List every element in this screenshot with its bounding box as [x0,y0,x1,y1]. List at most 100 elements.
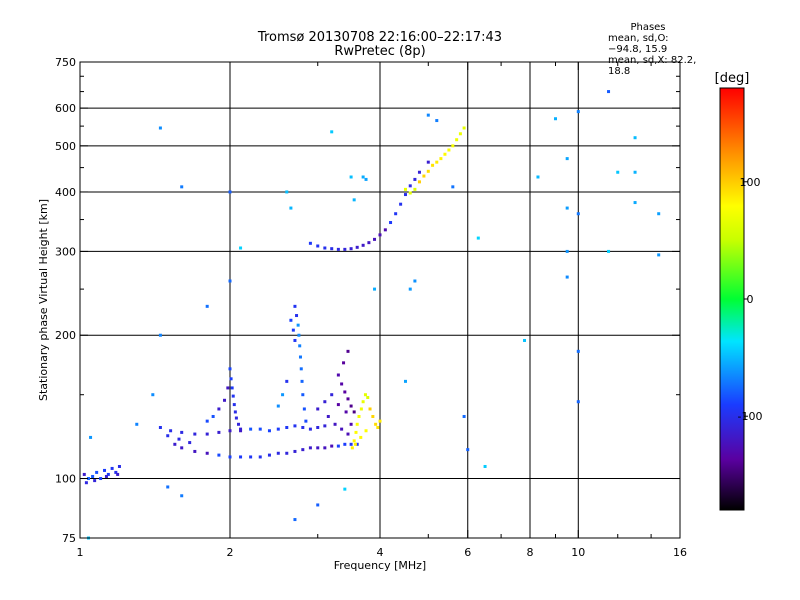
data-point [576,400,580,404]
y-tick-label: 200 [55,329,76,342]
data-point [413,279,417,283]
data-point [230,386,234,390]
data-point [236,422,240,426]
data-point [158,425,162,429]
data-point [330,247,334,251]
y-tick-label: 400 [55,186,76,199]
data-point [357,414,361,418]
data-point [565,275,569,279]
data-point [301,425,305,429]
data-point [239,455,243,459]
data-point [657,253,661,257]
data-point [342,361,346,365]
data-point [344,410,348,414]
data-point [536,175,540,179]
data-point [258,427,262,431]
data-point [565,249,569,253]
data-point [297,333,301,337]
data-point [378,233,382,237]
data-point [394,212,398,216]
data-point [330,393,334,397]
data-point [293,424,297,428]
data-point [285,425,289,429]
data-point [359,435,363,439]
data-point [228,279,232,283]
y-tick-label: 75 [62,532,76,545]
data-point [389,221,393,225]
data-point [323,246,327,250]
data-point [426,160,430,164]
data-point [376,425,380,429]
data-point [373,237,377,241]
data-point [82,472,86,476]
colorbar-label: [deg] [715,71,750,86]
data-point [403,187,407,191]
x-tick-label: 4 [377,546,384,559]
x-tick-label: 1 [77,546,84,559]
data-point [349,422,353,426]
data-point [217,430,221,434]
data-point [413,177,417,181]
data-point [359,407,363,411]
data-point [447,148,451,152]
data-point [343,442,347,446]
data-point [373,287,377,291]
data-point [304,419,308,423]
data-point [565,206,569,210]
phase-stats-header: Phases [630,22,666,33]
data-point [86,477,90,481]
data-point [169,429,173,433]
data-point [343,487,347,491]
data-point [295,314,299,318]
data-point [336,247,340,251]
data-point [228,429,232,433]
data-point [228,455,232,459]
data-point [114,470,118,474]
phase-stats-box: Phases mean, sd,O: −94.8, 15.9 mean, sd,… [596,22,700,77]
y-axis-label: Stationary phase Virtual Height [km] [37,199,50,401]
data-point [408,191,412,195]
data-point [193,449,197,453]
data-point [217,407,221,411]
data-point [104,474,108,478]
data-point [607,249,611,253]
data-point [349,442,353,446]
data-point [576,212,580,216]
data-point [226,386,230,390]
data-point [301,393,305,397]
data-point [368,407,372,411]
data-point [99,477,103,481]
data-point [363,393,367,397]
x-tick-label: 6 [464,546,471,559]
data-point [355,442,359,446]
data-point [205,419,209,423]
data-point [205,304,209,308]
data-point [299,367,303,371]
colorbar-tick-label: 100 [740,176,761,189]
data-point [180,430,184,434]
data-point [364,177,368,181]
data-point [110,466,114,470]
data-point [355,245,359,249]
data-point [95,470,99,474]
colorbar-tick-label: 0 [747,293,754,306]
phase-stats-o-line: mean, sd,O: −94.8, 15.9 [608,33,669,55]
data-point [308,241,312,245]
chart-title: Tromsø 20130708 22:16:00–22:17:43 [257,30,503,45]
data-point [657,212,661,216]
data-point [607,90,611,94]
data-point [426,169,430,173]
colorbar-ticks: 100 0 -100 [738,176,763,423]
x-tick-label: 10 [571,546,585,559]
data-point [180,494,184,498]
data-point [293,449,297,453]
phase-stats-x-line: mean, sd,X: 82.2, 18.8 [608,55,697,77]
data-point [354,430,358,434]
data-point [158,126,162,130]
data-point [258,455,262,459]
data-point [293,304,297,308]
data-point [443,152,447,156]
x-tick-label: 2 [227,546,234,559]
data-point [228,367,232,371]
data-point [233,410,237,414]
